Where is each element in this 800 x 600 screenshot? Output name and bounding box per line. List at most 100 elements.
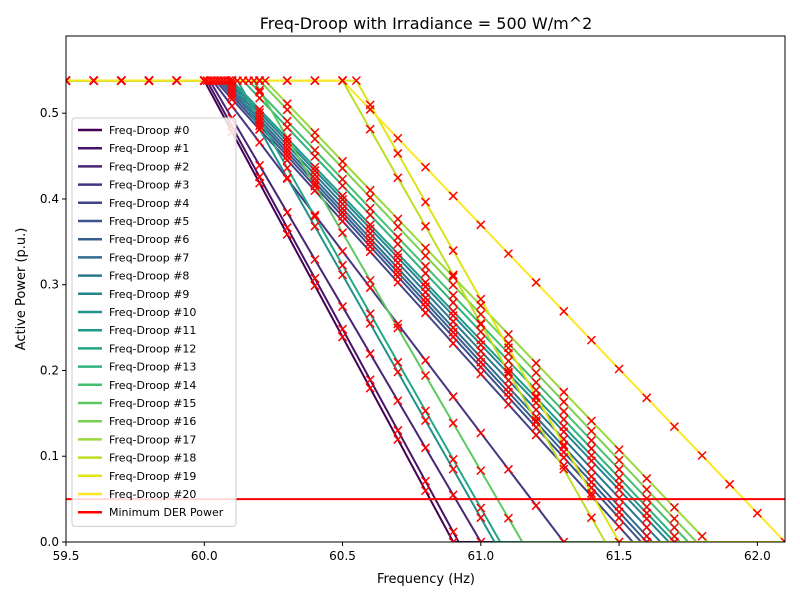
series-19-marker: [586, 488, 596, 498]
series-11-marker: [255, 104, 265, 114]
series-19-marker: [614, 537, 624, 542]
series-11-marker: [586, 450, 596, 461]
series-10-marker: [282, 173, 292, 183]
series-17-marker: [310, 127, 320, 138]
series-7-marker: [282, 144, 292, 154]
series-20-marker: [310, 76, 320, 86]
series-3-marker: [338, 246, 348, 256]
series-1-marker: [338, 324, 348, 334]
series-2-marker: [448, 490, 458, 500]
series-15-marker: [365, 275, 375, 285]
series-3-marker: [476, 428, 486, 438]
legend-label-6: Freq-Droop #6: [109, 233, 189, 246]
series-18-marker: [476, 318, 486, 328]
series-11-marker: [503, 364, 513, 374]
y-axis-label: Active Power (p.u.): [14, 228, 29, 351]
series-9-marker: [338, 195, 348, 205]
series-2-marker: [420, 443, 431, 453]
series-18-marker: [420, 221, 431, 231]
series-0-marker: [338, 332, 348, 342]
series-7-marker: [310, 174, 320, 184]
legend-box: [71, 117, 237, 527]
series-13-marker: [365, 210, 375, 220]
series-4-marker: [559, 461, 569, 471]
series-14-marker: [669, 522, 679, 533]
series-4-marker: [282, 155, 292, 165]
series-17-marker: [531, 358, 541, 368]
series-6-marker: [310, 177, 320, 187]
series-12-marker: [420, 406, 431, 416]
series-12-marker: [476, 503, 486, 513]
series-8-marker: [586, 463, 596, 474]
series-11-marker: [365, 220, 375, 230]
series-13-marker: [586, 444, 596, 454]
series-4-marker: [448, 338, 458, 348]
series-10-marker: [338, 270, 348, 280]
series-14-marker: [338, 174, 348, 184]
series-20-marker: [172, 76, 182, 86]
series-0-marker: [393, 434, 403, 444]
series-13-marker: [642, 502, 652, 512]
series-20-marker: [697, 450, 707, 461]
series-11-marker: [559, 422, 569, 432]
series-17-marker: [586, 416, 596, 426]
series-11-marker: [614, 479, 624, 489]
series-15-marker: [310, 180, 320, 190]
series-8-marker: [642, 522, 652, 532]
series-0-marker: [310, 281, 320, 291]
x-tick-label-3: 61.0: [467, 549, 494, 563]
legend-label-10: Freq-Droop #10: [109, 306, 196, 319]
series-20-marker: [393, 133, 403, 143]
x-tick-label-1: 60.0: [191, 549, 218, 563]
series-14-marker: [531, 377, 541, 387]
legend-label-19: Freq-Droop #19: [109, 470, 196, 483]
series-16-marker: [310, 134, 320, 144]
series-13-marker: [393, 239, 403, 249]
series-6-marker: [393, 267, 403, 277]
series-20-knee-marker: [338, 76, 348, 86]
y-tick-label-5: 0.5: [40, 106, 59, 120]
series-20-marker: [503, 249, 513, 259]
series-20-marker: [531, 277, 541, 287]
series-16-marker: [365, 192, 375, 202]
series-9-marker: [255, 107, 265, 118]
legend-label-5: Freq-Droop #5: [109, 215, 189, 228]
series-3-marker: [393, 319, 403, 329]
series-2-marker: [310, 254, 320, 265]
series-8-marker: [310, 170, 320, 180]
series-11-marker: [476, 335, 486, 345]
x-tick-label-5: 62.0: [744, 549, 771, 563]
series-7-marker: [531, 412, 541, 422]
series-16-marker: [393, 222, 403, 232]
series-14-marker: [448, 290, 458, 300]
series-9-marker: [393, 253, 403, 263]
series-5-marker: [393, 272, 403, 282]
series-2-marker: [282, 207, 292, 217]
series-5-marker: [338, 211, 348, 221]
series-20-marker: [255, 76, 265, 86]
series-4-marker: [586, 491, 596, 501]
series-17-marker: [393, 214, 403, 224]
series-15-marker: [255, 85, 265, 95]
series-20-marker: [227, 76, 237, 86]
series-4-marker: [476, 369, 486, 379]
legend-label-20: Freq-Droop #20: [109, 488, 196, 501]
legend-label-9: Freq-Droop #9: [109, 288, 189, 301]
series-14-marker: [365, 203, 375, 213]
series-11-marker: [338, 191, 348, 201]
series-13-marker: [420, 268, 431, 278]
x-tick-label-0: 59.5: [53, 549, 80, 563]
series-2-marker: [365, 349, 375, 359]
series-10-marker: [310, 221, 320, 231]
series-17-marker: [503, 329, 513, 339]
series-12-marker: [448, 454, 458, 464]
y-tick-label-0: 0.0: [40, 535, 59, 549]
series-3-marker: [365, 283, 375, 293]
legend-label-2: Freq-Droop #2: [109, 160, 189, 173]
markers-layer: [66, 76, 785, 542]
series-2-marker: [255, 160, 265, 170]
series-5-marker: [365, 241, 375, 251]
series-0-marker: [448, 537, 458, 542]
series-2-marker: [393, 396, 403, 406]
